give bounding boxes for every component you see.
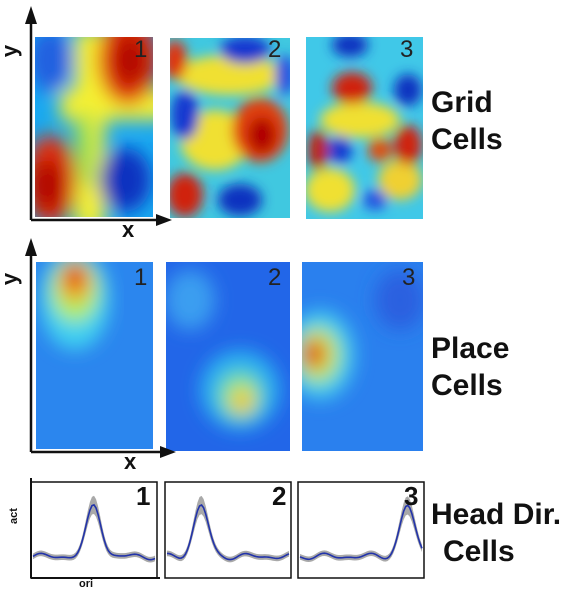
grid-map-3 xyxy=(306,37,423,219)
head-curve-3-number: 3 xyxy=(404,481,419,511)
head-curve-3-line xyxy=(299,504,423,561)
grid-cells-label: Grid Cells xyxy=(431,86,503,156)
place-cells-label: Place Cells xyxy=(431,332,510,402)
head-curve-3-frame xyxy=(297,481,425,579)
head-curve-2-line xyxy=(166,503,290,561)
grid-axes xyxy=(25,6,172,226)
grid-map-1 xyxy=(35,37,153,217)
place-map-2 xyxy=(166,262,290,451)
place-x-axis-label: x xyxy=(124,449,137,474)
place-y-axis-label: y xyxy=(0,273,23,285)
grid-map-2-number: 2 xyxy=(268,36,282,63)
place-axes xyxy=(25,238,176,458)
head-curve-3-band xyxy=(300,496,422,563)
curve-y-axis-label: act xyxy=(7,508,20,524)
head-curve-1-line xyxy=(32,503,156,561)
head-curve-1-band xyxy=(33,495,155,563)
place-map-1 xyxy=(36,262,153,449)
curve-x-axis-label: ori xyxy=(79,578,94,590)
head-dir-curves xyxy=(30,478,425,579)
place-map-2-number: 2 xyxy=(268,264,282,291)
place-map-3-number: 3 xyxy=(402,264,416,291)
place-map-1-number: 1 xyxy=(134,264,148,291)
head-dir-cells-label: Head Dir. Cells xyxy=(431,498,562,568)
head-curve-2-number: 2 xyxy=(272,481,287,511)
grid-y-axis-label: y xyxy=(0,45,23,57)
grid-map-1-number: 1 xyxy=(134,36,148,63)
head-curve-axes xyxy=(30,478,160,579)
grid-map-2 xyxy=(170,38,290,218)
head-curve-1-number: 1 xyxy=(136,481,151,511)
grid-map-3-number: 3 xyxy=(400,36,414,63)
grid-x-axis-label: x xyxy=(122,217,135,242)
place-map-3 xyxy=(302,262,423,451)
